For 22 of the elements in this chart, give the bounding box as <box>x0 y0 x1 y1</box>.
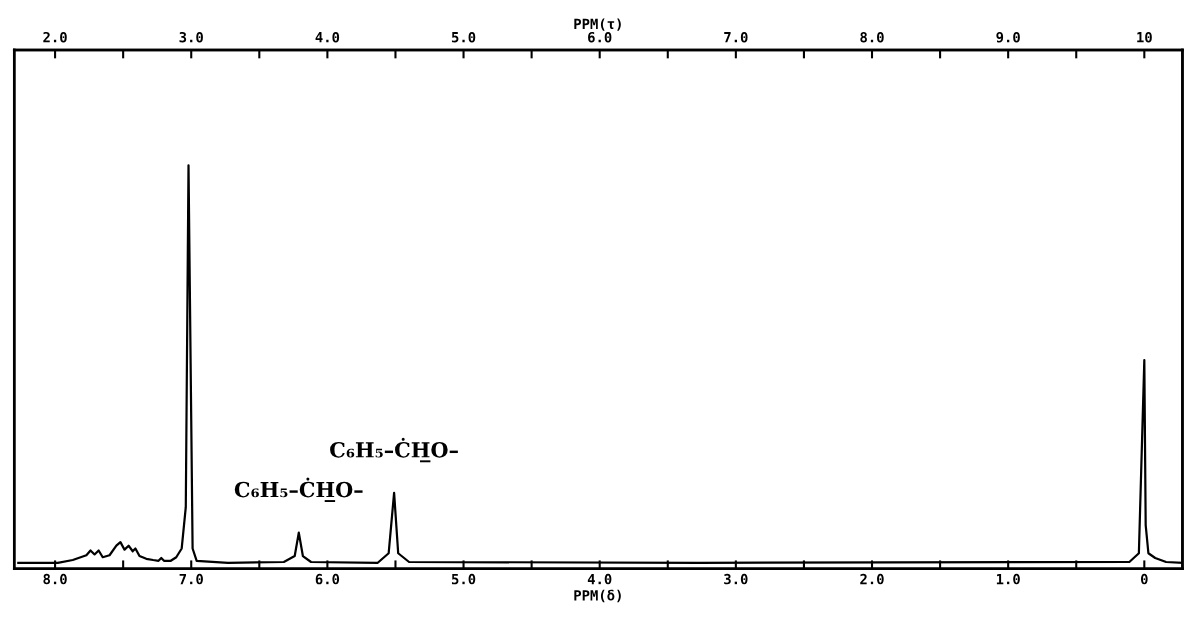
x2-tick-label: 2.0 <box>43 31 67 43</box>
annotation: C₆H₅–ĊH̲O– <box>330 437 458 463</box>
x2-tick-label: 9.0 <box>996 31 1020 43</box>
x2-tick-label: 6.0 <box>588 31 612 43</box>
x-tick-label: 7.0 <box>179 573 203 585</box>
x2-tick-label: 4.0 <box>315 31 340 43</box>
x-axis-title: PPM(δ) <box>574 589 621 603</box>
x-tick-label: 0 <box>1140 573 1148 585</box>
annotation: C₆H₅–ĊH̲O– <box>234 477 363 503</box>
x2-tick-label: 10 <box>1137 31 1152 43</box>
x-tick-label: 6.0 <box>315 573 340 585</box>
x2-axis-title: PPM(τ) <box>574 18 621 31</box>
x-tick-label: 8.0 <box>43 573 67 585</box>
x-tick-label: 1.0 <box>996 573 1020 585</box>
x-tick-label: 2.0 <box>860 573 884 585</box>
x-tick-label: 3.0 <box>724 573 748 585</box>
x2-tick-label: 8.0 <box>860 31 884 43</box>
x2-tick-label: 7.0 <box>724 31 748 43</box>
x-tick-label: 4.0 <box>587 573 612 585</box>
x2-tick-label: 3.0 <box>179 31 203 43</box>
x2-tick-label: 5.0 <box>451 31 476 43</box>
x-tick-label: 5.0 <box>451 573 476 585</box>
